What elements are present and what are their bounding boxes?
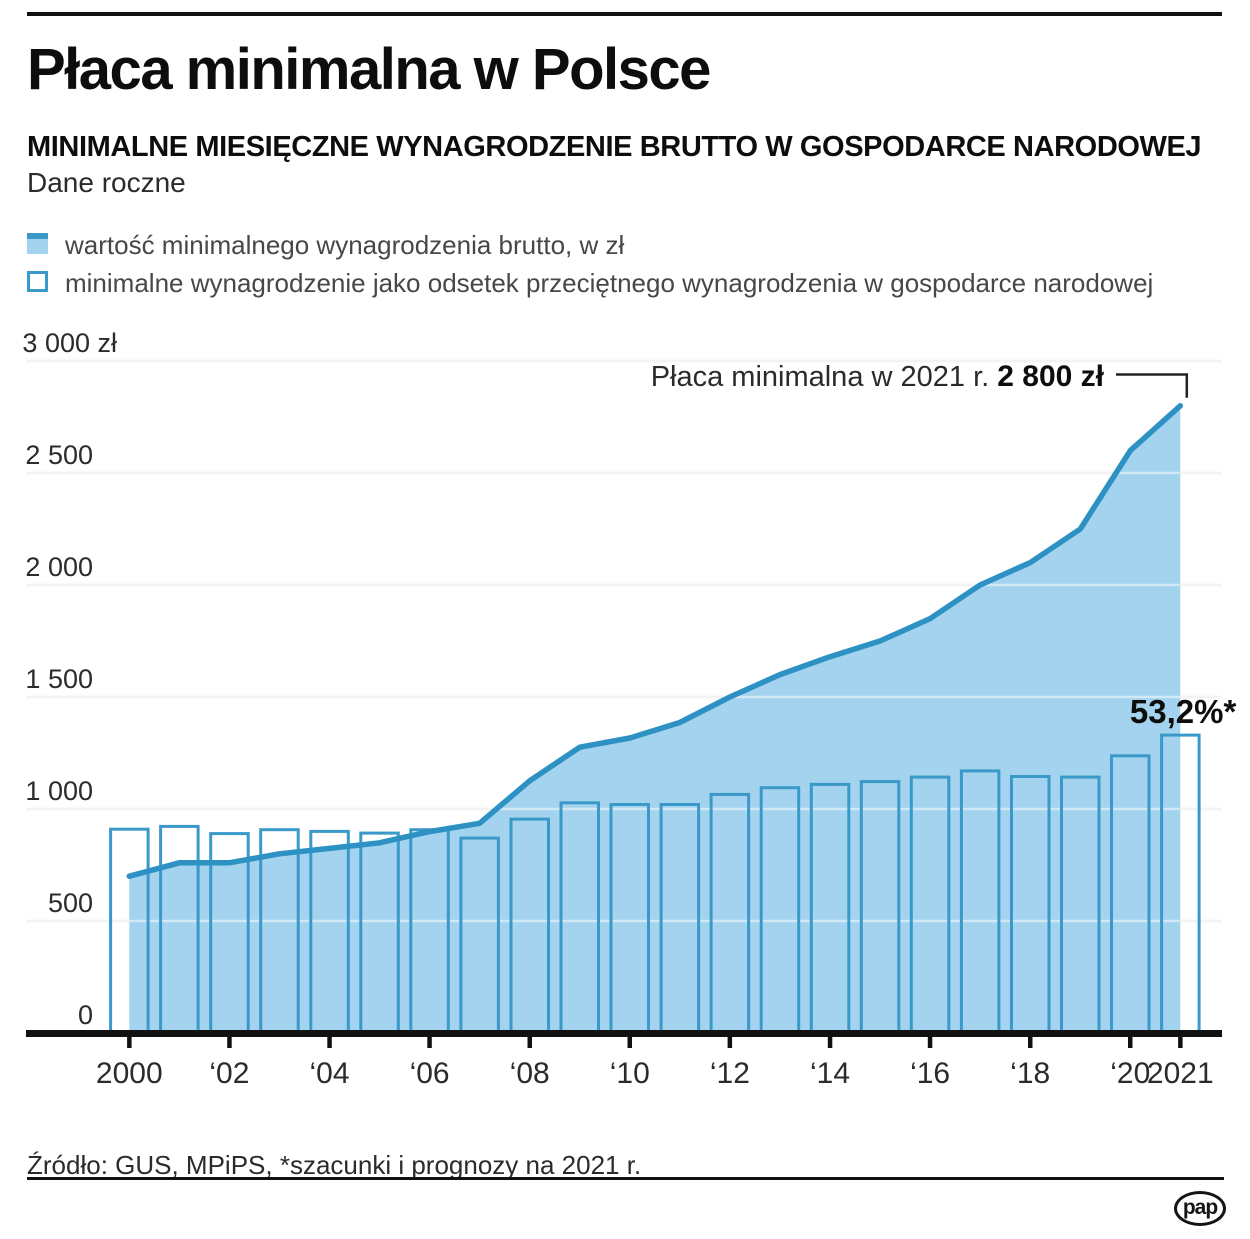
annotation-bracket: [1116, 373, 1189, 398]
x-axis: [26, 1030, 1222, 1037]
page-period: Dane roczne: [27, 167, 186, 198]
x-axis-label-2018: ‘18: [1010, 1057, 1050, 1090]
x-axis-label-2006: ‘06: [410, 1057, 450, 1090]
x-tick-2000: [127, 1037, 132, 1048]
x-tick-2002: [227, 1037, 232, 1048]
x-tick-2006: [427, 1037, 432, 1048]
x-axis-label-2021: 2021: [1147, 1057, 1214, 1090]
bottom-rule: [27, 1177, 1224, 1180]
page-title: Płaca minimalna w Polsce: [27, 37, 711, 102]
x-axis-label-2016: ‘16: [910, 1057, 950, 1090]
legend-item-label: wartość minimalnego wynagrodzenia brutto…: [65, 230, 625, 260]
legend-item-percent: minimalne wynagrodzenie jako odsetek prz…: [27, 268, 1154, 298]
x-tick-2012: [727, 1037, 733, 1048]
annotation-2021: Płaca minimalna w 2021 r. 2 800 zł: [651, 360, 1105, 393]
source-note: Źródło: GUS, MPiPS, *szacunki i prognozy…: [27, 1150, 642, 1180]
x-axis-label-2008: ‘08: [510, 1057, 550, 1090]
y-axis-label-2500: 2 500: [25, 440, 93, 470]
x-axis-label-2020: ‘20: [1110, 1057, 1150, 1090]
x-axis-label-2002: ‘02: [209, 1057, 249, 1090]
x-tick-2004: [327, 1037, 332, 1048]
wage-line: [126, 403, 1184, 879]
x-tick-2008: [527, 1037, 532, 1048]
percent-value-label: 53,2%*: [1130, 693, 1237, 730]
page-subtitle: MINIMALNE MIESIĘCZNE WYNAGRODZENIE BRUTT…: [27, 131, 1202, 163]
pap-logo-text: pap: [1182, 1195, 1218, 1219]
x-tick-2014: [827, 1037, 833, 1048]
y-axis-label-1000: 1 000: [25, 776, 93, 806]
x-tick-2018: [1028, 1037, 1033, 1048]
y-axis-label-1500: 1 500: [25, 664, 93, 694]
x-tick-2021: [1178, 1037, 1183, 1048]
x-tick-2016: [927, 1037, 933, 1048]
x-axis-label-2000: 2000: [96, 1057, 163, 1090]
y-axis-label-3000: 3 000 zł: [22, 328, 117, 358]
x-axis-label-2012: ‘12: [710, 1057, 750, 1090]
x-axis-label-2004: ‘04: [309, 1057, 349, 1090]
x-tick-2020: [1128, 1037, 1133, 1048]
x-tick-2010: [627, 1037, 632, 1048]
top-rule: [27, 12, 1222, 16]
legend-item-area: wartość minimalnego wynagrodzenia brutto…: [27, 230, 625, 260]
y-axis-label-2000: 2 000: [25, 552, 93, 582]
legend-item-label: minimalne wynagrodzenie jako odsetek prz…: [65, 268, 1154, 298]
area-series-swatch-icon: [27, 233, 48, 254]
outline-series-swatch-icon: [27, 271, 48, 292]
pap-logo: pap: [1174, 1191, 1226, 1226]
y-axis-label-500: 500: [48, 888, 93, 918]
x-axis-label-2010: ‘10: [610, 1057, 650, 1090]
y-axis-label-0: 0: [78, 1000, 93, 1030]
wage-area-fill: [129, 405, 1181, 1033]
x-axis-label-2014: ‘14: [810, 1057, 850, 1090]
